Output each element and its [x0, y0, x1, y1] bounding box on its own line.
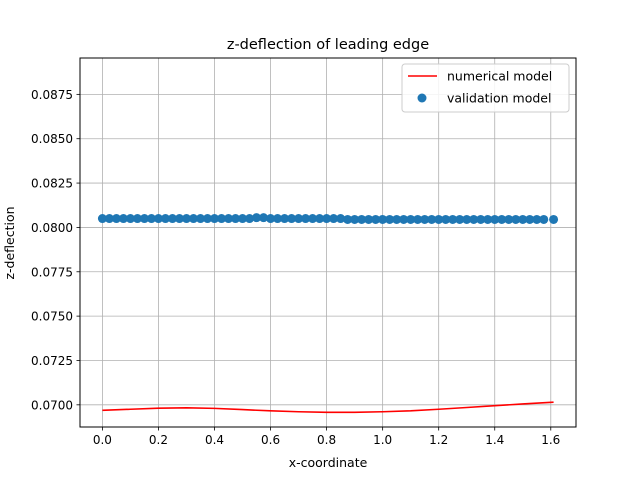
x-tick-label: 0.6	[261, 433, 280, 447]
scatter-point	[308, 214, 318, 224]
ticks: 0.0 0.2 0.4 0.6 0.8 1.0 1.2 1.4 1.6 0.0700 0.0725 0…	[31, 88, 560, 447]
scatter-point	[231, 214, 241, 224]
scatter-point	[504, 214, 514, 224]
scatter-point	[329, 214, 339, 224]
scatter-point	[532, 214, 542, 224]
axes-frame	[79, 57, 577, 428]
scatter-point	[273, 214, 283, 224]
scatter-point	[497, 214, 507, 224]
x-tick-label: 1.4	[485, 433, 504, 447]
scatter-point	[181, 214, 191, 224]
scatter-point	[539, 214, 549, 224]
scatter-point	[413, 214, 423, 224]
scatter-point	[195, 214, 205, 224]
scatter-point	[462, 214, 472, 224]
scatter-point	[350, 214, 360, 224]
y-tick-label: 0.0825	[31, 177, 73, 191]
scatter-point	[427, 214, 437, 224]
scatter-point	[217, 214, 227, 224]
scatter-point	[490, 214, 500, 224]
plot-area	[97, 213, 559, 414]
x-axis-label: x-coordinate	[289, 455, 368, 470]
scatter-point	[238, 214, 248, 224]
x-tick-label: 0.4	[205, 433, 224, 447]
scatter-point	[210, 214, 220, 224]
x-tick-label: 1.6	[541, 433, 560, 447]
legend-swatch-validation-model	[417, 93, 427, 103]
legend-label-numerical-model: numerical model	[447, 69, 552, 84]
scatter-point	[104, 214, 114, 224]
scatter-point	[118, 214, 128, 224]
scatter-point	[371, 214, 381, 224]
scatter-point	[476, 214, 486, 224]
scatter-point	[167, 214, 177, 224]
scatter-point	[518, 214, 528, 224]
scatter-point	[525, 214, 535, 224]
series-line-numerical-model	[102, 401, 554, 414]
y-tick-label: 0.0725	[31, 354, 73, 368]
y-tick-label: 0.0775	[31, 265, 73, 279]
scatter-point	[434, 214, 444, 224]
scatter-point	[511, 214, 521, 224]
legend-label-validation-model: validation model	[447, 91, 551, 106]
y-tick-label: 0.0875	[31, 88, 73, 102]
scatter-point	[420, 214, 430, 224]
x-tick-label: 1.2	[429, 433, 448, 447]
scatter-point	[301, 214, 311, 224]
legend-box	[401, 63, 570, 113]
scatter-point	[245, 214, 255, 224]
scatter-point	[146, 214, 156, 224]
scatter-point	[399, 214, 409, 224]
x-tick-label: 0.0	[93, 433, 112, 447]
scatter-point	[153, 214, 163, 224]
scatter-point	[252, 213, 262, 223]
x-tick-label: 0.2	[149, 433, 168, 447]
scatter-point	[111, 214, 121, 224]
scatter-point	[455, 214, 465, 224]
scatter-point	[392, 214, 402, 224]
y-axis-label: z-deflection	[2, 206, 17, 279]
scatter-point	[266, 214, 276, 224]
scatter-point	[343, 214, 353, 224]
chart-title: z-deflection of leading edge	[227, 37, 429, 53]
y-tick-label: 0.0700	[31, 398, 73, 412]
y-tick-label: 0.0800	[31, 221, 73, 235]
y-tick-label: 0.0850	[31, 132, 73, 146]
scatter-point	[139, 214, 149, 224]
y-tick-label: 0.0750	[31, 310, 73, 324]
scatter-point	[287, 214, 297, 224]
legend: numerical model validation model	[401, 63, 570, 113]
scatter-point	[259, 213, 269, 223]
scatter-point	[385, 214, 395, 224]
scatter-point	[174, 214, 184, 224]
scatter-point	[378, 214, 388, 224]
x-tick-label: 0.8	[317, 433, 336, 447]
scatter-point	[294, 214, 304, 224]
grid	[80, 58, 576, 427]
scatter-point	[441, 214, 451, 224]
scatter-point	[188, 214, 198, 224]
scatter-point	[364, 214, 374, 224]
scatter-point	[469, 214, 479, 224]
scatter-point	[549, 214, 559, 224]
scatter-point	[97, 214, 107, 224]
scatter-point	[406, 214, 416, 224]
scatter-point	[315, 214, 325, 224]
scatter-point	[160, 214, 170, 224]
scatter-point	[448, 214, 458, 224]
scatter-point	[224, 214, 234, 224]
scatter-point	[357, 214, 367, 224]
scatter-point	[483, 214, 493, 224]
x-tick-label: 1.0	[373, 433, 392, 447]
scatter-point	[125, 214, 135, 224]
scatter-point	[132, 214, 142, 224]
scatter-point	[203, 214, 213, 224]
scatter-point	[336, 214, 346, 224]
scatter-point	[322, 214, 332, 224]
scatter-point	[280, 214, 290, 224]
